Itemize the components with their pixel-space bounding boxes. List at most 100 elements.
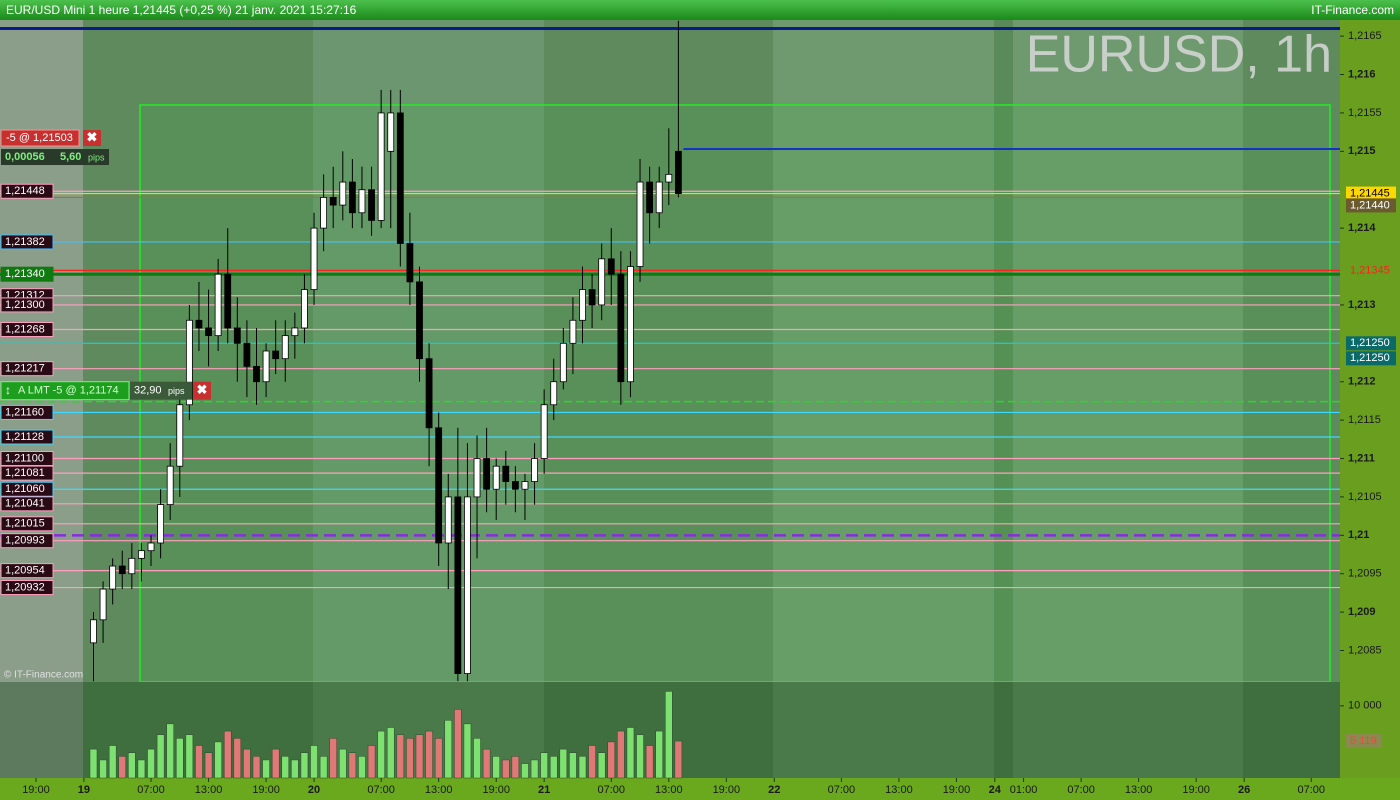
level-tag-label: 1,21015 bbox=[5, 518, 45, 530]
volume-bar bbox=[386, 727, 395, 779]
x-tick-label: 21 bbox=[538, 784, 550, 796]
candle-body bbox=[147, 542, 155, 552]
order-box[interactable] bbox=[0, 129, 80, 147]
x-tick-label: 07:00 bbox=[828, 784, 856, 796]
candle-body bbox=[598, 258, 606, 306]
x-tick-label: 19:00 bbox=[713, 784, 741, 796]
order-box[interactable] bbox=[0, 381, 130, 401]
candle-body bbox=[185, 319, 193, 406]
candle-body bbox=[301, 289, 308, 329]
x-tick-label: 20 bbox=[308, 784, 320, 796]
candle-body bbox=[674, 150, 682, 194]
volume-tick-label: 10 000 bbox=[1348, 700, 1382, 712]
order-label: -5 @ 1,21503 bbox=[6, 132, 73, 144]
level-tag-label: 1,21217 bbox=[5, 363, 45, 375]
level-tag: 1,20993 bbox=[0, 533, 54, 549]
candle-body bbox=[291, 327, 299, 337]
candle-body bbox=[339, 181, 347, 206]
volume-bar bbox=[406, 738, 414, 779]
candle-body bbox=[358, 189, 366, 214]
level-tag: 1,21345 bbox=[1346, 263, 1396, 278]
volume-bar bbox=[310, 745, 318, 779]
order-cancel[interactable] bbox=[193, 381, 211, 400]
level-tag-box bbox=[0, 496, 54, 512]
volume-bar bbox=[252, 756, 261, 779]
x-tick-label: 19:00 bbox=[482, 784, 510, 796]
order-cancel-icon: ✖ bbox=[197, 382, 208, 397]
level-tag-box bbox=[0, 183, 54, 199]
x-tick-label: 22 bbox=[768, 784, 780, 796]
candle-body bbox=[99, 588, 107, 621]
level-tag-label: 1,21060 bbox=[5, 483, 45, 495]
candle-body bbox=[348, 181, 356, 214]
candle-body bbox=[320, 197, 328, 229]
candle-body bbox=[138, 550, 145, 559]
y-tick-label: 1,209 bbox=[1348, 606, 1376, 618]
candle-body bbox=[368, 189, 375, 221]
candle-body bbox=[214, 273, 222, 337]
order-arrow: ↕ bbox=[5, 383, 11, 397]
y-tick-label: 1,2095 bbox=[1348, 568, 1382, 580]
x-tick-label: 13:00 bbox=[885, 784, 913, 796]
volume-bar bbox=[147, 748, 155, 779]
candle-body bbox=[262, 350, 270, 383]
volume-bar bbox=[99, 759, 107, 779]
candle-body bbox=[109, 565, 117, 590]
volume-bar bbox=[454, 709, 462, 779]
watermark: EURUSD, 1h bbox=[1026, 26, 1332, 84]
plot-background bbox=[0, 20, 1340, 683]
order-tag[interactable]: -5 @ 1,21503 ✖ 0,00056 5,60 pips bbox=[0, 129, 109, 166]
volume-bar bbox=[319, 756, 328, 779]
candle-body bbox=[253, 365, 260, 383]
volume-bar bbox=[655, 730, 663, 779]
x-tick-label: 07:00 bbox=[137, 784, 165, 796]
volume-bar bbox=[521, 763, 529, 779]
x-tick-label: 19:00 bbox=[943, 784, 971, 796]
volume-bar bbox=[473, 738, 481, 779]
candle-body bbox=[118, 565, 126, 575]
level-tag-box bbox=[0, 266, 54, 282]
volume-bar bbox=[214, 741, 222, 779]
volume-bar bbox=[492, 756, 500, 779]
order-tag[interactable]: ↕ A LMT -5 @ 1,21174 32,90 pips ✖ bbox=[0, 381, 211, 401]
level-tag-box bbox=[0, 297, 54, 313]
candle-body bbox=[444, 496, 452, 544]
level-tag-box bbox=[0, 563, 54, 579]
candle-body bbox=[617, 273, 625, 383]
level-tag: 1,20932 bbox=[0, 580, 54, 596]
candle-body bbox=[425, 358, 433, 429]
y-tick-label: 1,212 bbox=[1348, 376, 1376, 388]
volume-bar bbox=[617, 730, 625, 779]
volume-bar bbox=[645, 745, 654, 779]
level-tag-label: 1,20993 bbox=[5, 535, 45, 547]
candle-body bbox=[588, 289, 596, 306]
volume-bar bbox=[243, 748, 251, 779]
order-info bbox=[130, 381, 192, 400]
level-tag: 1,21340 bbox=[0, 266, 54, 282]
volume-bar bbox=[511, 756, 520, 779]
volume-bar bbox=[204, 752, 213, 779]
level-tag: 1,21081 bbox=[0, 465, 54, 481]
level-tag-box bbox=[0, 429, 54, 445]
candle-body bbox=[492, 465, 500, 490]
level-tag: 1,21250 bbox=[1346, 351, 1396, 366]
level-tag-box bbox=[0, 533, 54, 549]
volume-bar bbox=[559, 748, 568, 779]
volume-tag-label: 5 119 bbox=[1350, 735, 1377, 747]
level-tag: 1,21440 bbox=[1346, 198, 1396, 213]
y-tick-label: 1,2115 bbox=[1348, 414, 1381, 426]
candle-body bbox=[454, 496, 462, 674]
order-cancel[interactable] bbox=[83, 130, 101, 147]
x-tick-label: 24 bbox=[989, 784, 1002, 796]
source[interactable]: IT-Finance.com bbox=[1311, 3, 1394, 17]
order-cancel-icon: ✖ bbox=[87, 129, 98, 144]
volume-bar bbox=[549, 756, 558, 779]
candle-body bbox=[473, 458, 481, 498]
level-tag-box bbox=[0, 580, 54, 596]
candle-body bbox=[531, 458, 538, 482]
level-tag-box bbox=[0, 516, 54, 532]
volume-bar bbox=[569, 752, 577, 779]
x-tick-label: 19 bbox=[78, 784, 90, 796]
volume-bar bbox=[578, 756, 587, 779]
